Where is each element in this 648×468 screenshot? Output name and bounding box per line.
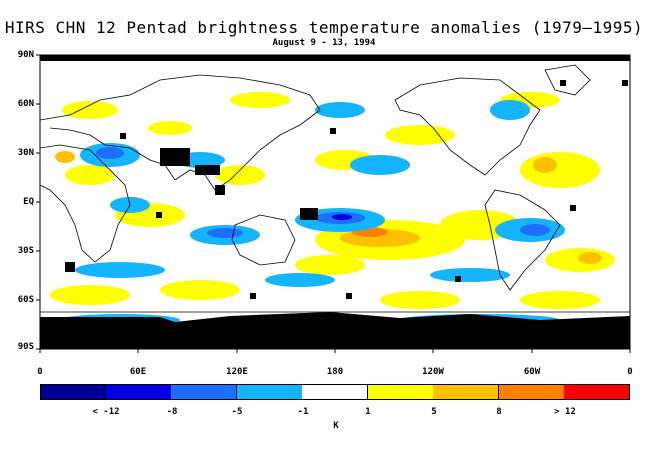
patch-warm — [50, 285, 130, 305]
missing-data — [40, 55, 630, 349]
lon-label: 180 — [326, 367, 344, 377]
colorbar-swatch — [433, 384, 500, 400]
patch-cold — [315, 102, 365, 118]
patch-warm — [230, 92, 290, 108]
lat-label: 60S — [17, 295, 34, 305]
patch-cold-strong — [96, 147, 124, 159]
lat-label: EQ — [23, 197, 34, 207]
patch-warm — [380, 291, 460, 309]
patch-warm-strong — [55, 151, 75, 163]
colorbar-swatch — [498, 384, 565, 400]
lat-label: 90S — [17, 342, 34, 352]
colorbar-swatch — [367, 384, 434, 400]
colorbar-swatch — [40, 384, 106, 400]
north-america-outline — [394, 77, 541, 176]
colorbar-label: -5 — [231, 407, 243, 417]
lat-label: 30S — [17, 246, 34, 256]
patch-warm — [385, 125, 455, 145]
tick-marks — [36, 54, 631, 353]
patch-warm-strong — [578, 252, 602, 264]
patch-cold-stronger — [332, 214, 352, 220]
patch-cold — [265, 273, 335, 287]
patch-warm — [148, 121, 192, 135]
lat-label: 90N — [17, 50, 34, 60]
africa-outline — [40, 144, 131, 263]
lon-label: 60E — [129, 367, 147, 377]
patch-warm — [160, 280, 240, 300]
lon-label: 0 — [627, 367, 633, 377]
patch-cold-strong — [207, 228, 243, 238]
patch-cold-strong — [520, 224, 550, 236]
colorbar-swatch — [105, 384, 172, 400]
colorbar-label: 8 — [496, 407, 502, 417]
greenland-outline — [544, 64, 591, 96]
patch-warm — [215, 165, 265, 185]
colorbar-label: > 12 — [554, 407, 576, 417]
lon-label: 0 — [37, 367, 43, 377]
lat-label: 30N — [17, 148, 34, 158]
patch-cold — [490, 100, 530, 120]
colorbar-swatch — [564, 384, 631, 400]
colorbar-swatch — [302, 384, 369, 400]
patch-warm — [65, 165, 115, 185]
lon-label: 60W — [523, 367, 541, 377]
patch-warm — [520, 152, 600, 188]
colorbar-label: -1 — [297, 407, 309, 417]
map-title: HIRS CHN 12 Pentad brightness temperatur… — [4, 18, 644, 37]
south-america-outline — [484, 189, 561, 291]
australia-outline — [231, 214, 296, 266]
patch-cold — [430, 268, 510, 282]
lon-label: 120W — [422, 367, 444, 377]
colorbar-label: 5 — [431, 407, 437, 417]
lat-label: 60N — [17, 99, 34, 109]
patch-warm — [295, 255, 365, 275]
patch-warm — [520, 291, 600, 309]
colorbar-label: -8 — [166, 407, 178, 417]
patch-cold — [350, 155, 410, 175]
patch-warm — [62, 101, 118, 119]
colorbar-label: < -12 — [92, 407, 120, 417]
eurasia-outline — [40, 74, 321, 191]
colorbar-unit: K — [333, 421, 339, 431]
colorbar-swatch — [236, 384, 303, 400]
patch-warm-strong — [533, 157, 557, 173]
colorbar-label: 1 — [365, 407, 371, 417]
colorbar-swatch — [171, 384, 238, 400]
anomaly-patches — [50, 92, 615, 326]
patch-cold — [75, 262, 165, 278]
coastlines — [40, 64, 630, 313]
lon-label: 120E — [226, 367, 248, 377]
map-subtitle: August 9 - 13, 1994 — [272, 38, 376, 48]
